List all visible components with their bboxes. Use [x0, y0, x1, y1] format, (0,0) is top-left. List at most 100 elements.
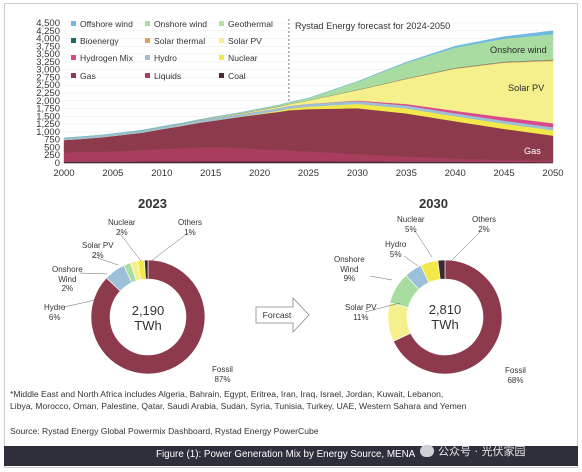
y-tick-label: 3,750 — [36, 41, 60, 52]
source-note: Source: Rystad Energy Global Powermix Da… — [10, 426, 319, 436]
legend-swatch — [219, 38, 224, 43]
donut-2023-center: 2,190 TWh — [118, 303, 178, 333]
y-tick-label: 2,750 — [36, 72, 60, 83]
slice-name: Others — [178, 218, 203, 227]
donut-2023-label-others: Others 1% — [178, 218, 202, 237]
x-tick-label: 2035 — [396, 168, 417, 179]
caption-bar — [4, 446, 578, 466]
y-tick-label: 4,500 — [36, 18, 60, 29]
leader-line — [450, 231, 481, 262]
donut-2030-title: 2030 — [419, 196, 448, 211]
y-tick-label: 4,000 — [36, 34, 60, 45]
slice-name: Solar PV — [345, 303, 377, 312]
slice-name: Nuclear — [108, 218, 136, 227]
slice-value: 5% — [405, 224, 417, 234]
slice-name: Onshore — [334, 255, 365, 264]
leader-line — [414, 230, 433, 258]
area-offshore-wind — [63, 30, 554, 139]
legend-label: Hydrogen Mix — [80, 53, 134, 63]
donut-2023-slice-others — [144, 259, 149, 280]
legend-item-bioenergy: Bioenergy — [71, 36, 119, 46]
donut-2030-label-fossil: Fossil 68% — [505, 366, 526, 385]
legend-label: Nuclear — [228, 53, 258, 63]
donut-2030-total: 2,810 — [428, 302, 462, 317]
legend-label: Hydro — [154, 53, 177, 63]
footnote-line-2: Libya, Morocco, Oman, Palestine, Qatar, … — [10, 400, 467, 411]
x-tick-label: 2025 — [298, 168, 319, 179]
inline-label-onshore-wind: Onshore wind — [490, 45, 547, 55]
y-tick-label: 750 — [44, 135, 60, 146]
slice-value: 2% — [478, 224, 490, 234]
legend-swatch — [145, 55, 150, 60]
figure-caption: Figure (1): Power Generation Mix by Ener… — [156, 449, 416, 460]
y-tick-label: 3,500 — [36, 49, 60, 60]
slice-name: Solar PV — [82, 241, 114, 250]
donut-2030-label-onshore-wind: Onshore Wind 9% — [334, 255, 365, 284]
legend-label: Solar PV — [228, 36, 262, 46]
legend-item-geothermal: Geothermal — [219, 19, 273, 29]
legend-label: Coal — [228, 71, 246, 81]
legend-item-hydro: Hydro — [145, 53, 177, 63]
x-tick-label: 2040 — [445, 168, 466, 179]
slice-value: 5% — [389, 249, 402, 259]
slice-value: 2% — [92, 250, 104, 260]
slice-value: 6% — [48, 312, 61, 322]
slice-value: 1% — [184, 227, 196, 237]
legend-label: Onshore wind — [154, 19, 208, 29]
legend-label: Geothermal — [228, 19, 273, 29]
legend-swatch — [145, 73, 150, 78]
slice-name: Wind — [58, 274, 77, 284]
y-tick-label: 1,000 — [36, 127, 60, 138]
legend-swatch — [71, 38, 76, 43]
y-tick-label: 0 — [55, 158, 60, 169]
slice-name: Hydro — [44, 303, 66, 312]
watermark: 公众号 · 光伏家园 — [420, 443, 526, 459]
x-tick-label: 2050 — [542, 168, 563, 179]
legend-label: Gas — [80, 71, 96, 81]
legend-label: Bioenergy — [80, 36, 119, 46]
slice-name: Others — [472, 215, 497, 224]
donut-2023-total: 2,190 — [131, 303, 165, 318]
legend-item-coal: Coal — [219, 71, 246, 81]
x-tick-label: 2030 — [347, 168, 368, 179]
slice-value: 9% — [343, 274, 356, 283]
y-tick-label: 2,250 — [36, 88, 60, 99]
legend-swatch — [219, 55, 224, 60]
donut-2030-slice-fossil — [393, 259, 503, 375]
donut-2023-label-hydro: Hydro 6% — [44, 303, 65, 322]
y-tick-label: 1,750 — [36, 104, 60, 115]
donut-2030-label-solar-pv: Solar PV 11% — [345, 303, 377, 322]
legend-item-hydrogen-mix: Hydrogen Mix — [71, 53, 133, 63]
y-tick-label: 3,000 — [36, 65, 60, 76]
slice-value: 68% — [507, 375, 524, 385]
slice-name: Wind — [340, 264, 359, 274]
forecast-annotation: Rystad Energy forecast for 2024-2050 — [295, 21, 450, 31]
slice-value: 87% — [214, 374, 231, 384]
leader-line — [79, 272, 108, 275]
donut-2030-label-hydro: Hydro 5% — [385, 240, 406, 259]
y-tick-label: 1,500 — [36, 111, 60, 122]
y-tick-label: 250 — [44, 150, 60, 161]
donut-2030-slice-others — [437, 259, 446, 280]
legend-swatch — [145, 38, 150, 43]
y-tick-label: 2,500 — [36, 80, 60, 91]
legend-label: Liquids — [154, 71, 182, 81]
leader-line — [150, 232, 189, 262]
x-tick-label: 2045 — [494, 168, 515, 179]
legend-item-liquids: Liquids — [145, 71, 181, 81]
x-tick-label: 2015 — [200, 168, 221, 179]
legend-swatch — [71, 73, 76, 78]
legend-item-nuclear: Nuclear — [219, 53, 258, 63]
inline-label-solar-pv: Solar PV — [508, 83, 545, 93]
y-tick-label: 1,250 — [36, 119, 60, 130]
donut-2023-label-onshore-wind: Onshore Wind 2% — [52, 265, 83, 294]
wechat-icon — [420, 445, 434, 457]
donut-2030-label-nuclear: Nuclear 5% — [397, 215, 425, 234]
leader-line — [364, 302, 401, 313]
legend-swatch — [71, 55, 76, 60]
legend-item-gas: Gas — [71, 71, 96, 81]
x-tick-label: 2010 — [151, 168, 172, 179]
y-tick-label: 4,250 — [36, 26, 60, 37]
donut-2023-slice-fossil — [90, 259, 206, 375]
